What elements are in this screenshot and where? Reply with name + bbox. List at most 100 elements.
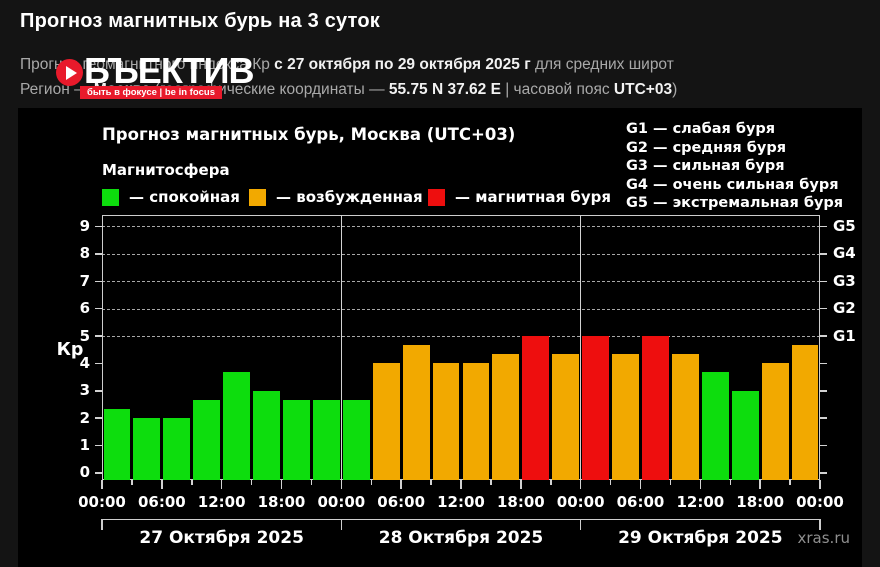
kp-bar bbox=[223, 372, 251, 480]
x-minor-tick bbox=[430, 480, 432, 485]
y-tick-label: 1 bbox=[79, 436, 90, 454]
kp-bar bbox=[701, 372, 729, 480]
x-tick-label: 12:00 bbox=[197, 493, 246, 511]
kp-bar bbox=[671, 354, 699, 480]
kp-gridline bbox=[102, 226, 820, 228]
legend-label: — спокойная bbox=[129, 188, 240, 206]
y-axis-tick bbox=[820, 335, 827, 337]
y-axis-tick bbox=[820, 390, 827, 392]
x-minor-tick bbox=[550, 480, 552, 485]
kp-bar bbox=[372, 363, 400, 480]
brand-wordmark: БЪЕКТИВ bbox=[84, 50, 255, 91]
g-tick-label: G3 bbox=[833, 271, 856, 290]
kp-bar bbox=[582, 336, 610, 480]
kp-bar bbox=[133, 418, 161, 480]
source-watermark: xras.ru bbox=[797, 529, 851, 547]
x-tick-label: 00:00 bbox=[317, 493, 366, 511]
play-triangle-icon bbox=[66, 65, 77, 80]
y-tick-label: 6 bbox=[79, 299, 90, 318]
x-major-tick bbox=[520, 480, 522, 489]
date-label: 27 Октября 2025 bbox=[139, 528, 304, 548]
y-axis-tick bbox=[820, 362, 827, 365]
kp-bar bbox=[253, 390, 280, 480]
g-tick-label: G5 bbox=[833, 216, 856, 235]
legend-title: Магнитосфера bbox=[102, 161, 230, 179]
x-major-tick bbox=[400, 480, 402, 489]
x-major-tick bbox=[220, 480, 223, 489]
y-axis-tick bbox=[95, 362, 102, 365]
x-major-tick bbox=[759, 480, 761, 489]
y-tick-label: 7 bbox=[79, 271, 90, 290]
g-level-desc: G1 — слабая буря bbox=[626, 121, 776, 137]
kp-bar bbox=[522, 336, 550, 480]
region-coordinates: 55.75 N 37.62 E bbox=[388, 81, 501, 98]
kp-bar bbox=[342, 399, 370, 480]
watermark-logo: БЪЕКТИВ быть в фокусе | be in focus bbox=[54, 48, 394, 102]
g-tick-label: G1 bbox=[833, 326, 856, 345]
x-major-tick bbox=[579, 480, 582, 489]
x-tick-label: 18:00 bbox=[257, 493, 306, 511]
x-major-tick bbox=[460, 480, 462, 489]
kp-bar bbox=[462, 363, 490, 480]
x-minor-tick bbox=[250, 480, 253, 485]
kp-gridline bbox=[102, 253, 820, 255]
x-tick-label: 06:00 bbox=[137, 493, 186, 511]
date-bracket bbox=[102, 519, 820, 520]
date-bracket-tick bbox=[340, 519, 343, 530]
x-tick-label: 06:00 bbox=[377, 493, 426, 511]
date-bracket-tick bbox=[819, 519, 821, 530]
page-title: Прогноз магнитных бурь на 3 суток bbox=[20, 10, 380, 32]
y-axis-tick bbox=[95, 253, 102, 255]
x-tick-label: 00:00 bbox=[796, 493, 844, 511]
brand-tagline-badge: быть в фокусе | be in focus bbox=[80, 86, 222, 99]
x-major-tick bbox=[280, 480, 283, 489]
x-minor-tick bbox=[789, 480, 791, 485]
region-text: | часовой пояс bbox=[500, 81, 614, 98]
subtitle-dates: с 27 октября по 29 октября 2025 г bbox=[274, 56, 531, 73]
x-minor-tick bbox=[609, 480, 612, 485]
subtitle-text: для средних широт bbox=[530, 56, 674, 73]
x-minor-tick bbox=[370, 480, 372, 485]
kp-bar bbox=[312, 399, 340, 480]
x-major-tick bbox=[639, 480, 642, 489]
legend-label: — возбужденная bbox=[276, 188, 423, 206]
g-tick-label: G2 bbox=[833, 299, 856, 318]
kp-bar bbox=[642, 336, 669, 480]
x-major-tick bbox=[161, 480, 163, 489]
y-axis-tick bbox=[820, 472, 827, 474]
y-axis-tick bbox=[95, 417, 102, 419]
x-tick-label: 12:00 bbox=[676, 493, 725, 511]
region-text: ) bbox=[672, 81, 678, 98]
kp-bar bbox=[791, 345, 819, 480]
date-label: 29 Октября 2025 bbox=[618, 528, 783, 548]
y-axis-tick bbox=[95, 444, 102, 447]
chart-title: Прогноз магнитных бурь, Москва (UTC+03) bbox=[102, 125, 516, 144]
x-tick-label: 18:00 bbox=[496, 493, 545, 511]
region-timezone: UTC+03 bbox=[613, 81, 673, 98]
x-major-tick bbox=[699, 480, 702, 489]
y-axis-tick bbox=[820, 253, 827, 255]
x-minor-tick bbox=[490, 480, 492, 485]
kp-bar bbox=[552, 354, 580, 480]
y-axis-tick bbox=[95, 335, 102, 337]
subtitle-line-2: Регион — Москва (географические координа… bbox=[20, 81, 677, 99]
x-tick-label: 18:00 bbox=[736, 493, 785, 511]
y-axis-tick bbox=[820, 307, 827, 310]
kp-gridline bbox=[102, 308, 820, 310]
kp-bar bbox=[612, 354, 639, 480]
x-tick-label: 00:00 bbox=[556, 493, 605, 511]
legend-label: — магнитная буря bbox=[455, 188, 611, 206]
kp-gridline bbox=[102, 336, 820, 337]
x-minor-tick bbox=[131, 480, 133, 485]
day-separator bbox=[340, 215, 343, 480]
date-label: 28 Октября 2025 bbox=[378, 528, 544, 548]
y-tick-label: 8 bbox=[79, 244, 90, 263]
y-tick-label: 5 bbox=[79, 326, 90, 345]
g-tick-label: G4 bbox=[833, 244, 856, 263]
day-separator bbox=[579, 215, 582, 480]
x-tick-label: 06:00 bbox=[616, 493, 665, 511]
y-axis-tick bbox=[95, 225, 102, 228]
x-major-tick bbox=[819, 480, 821, 489]
y-axis-tick bbox=[820, 417, 827, 419]
kp-bar bbox=[103, 409, 131, 480]
